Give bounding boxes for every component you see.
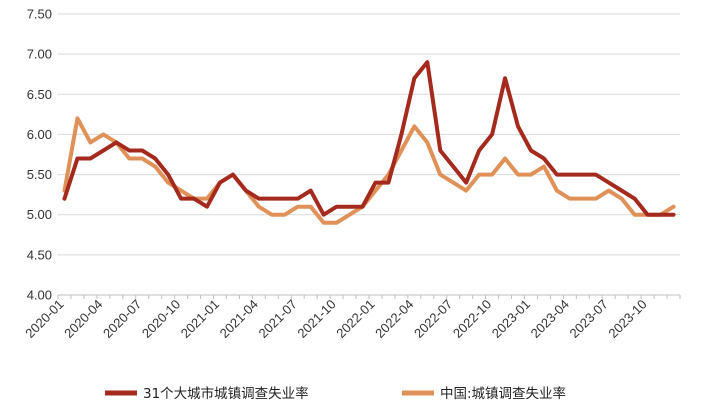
x-tick-label: 2022-07 (411, 297, 455, 341)
x-tick-label: 2023-04 (528, 297, 572, 341)
legend-label-1: 31个大城市城镇调查失业率 (143, 385, 309, 402)
x-tick-label: 2021-10 (294, 297, 338, 341)
legend: 31个大城市城镇调查失业率 中国:城镇调查失业率 (105, 385, 566, 402)
y-axis-tick-labels: 4.00 4.50 5.00 5.50 6.00 6.50 7.00 7.50 (27, 7, 52, 303)
x-tick-label: 2021-04 (217, 297, 261, 341)
x-tick-label: 2023-07 (567, 297, 611, 341)
x-tick-label: 2022-04 (372, 297, 416, 341)
y-tick-label: 6.00 (27, 127, 52, 142)
y-tick-label: 5.00 (27, 207, 52, 222)
x-tick-label: 2021-07 (256, 297, 300, 341)
y-tick-label: 7.50 (27, 7, 52, 22)
x-tick-label: 2020-10 (139, 297, 183, 341)
y-tick-label: 5.50 (27, 167, 52, 182)
y-tick-label: 7.00 (27, 47, 52, 62)
series-line-1 (62, 60, 676, 217)
legend-label-2: 中国:城镇调查失业率 (440, 385, 566, 402)
x-tick-label: 2022-01 (333, 297, 377, 341)
x-tick-label: 2022-10 (450, 297, 494, 341)
x-tick-label: 2021-01 (178, 297, 222, 341)
y-tick-label: 4.00 (27, 288, 52, 303)
x-tick-label: 2023-01 (489, 297, 533, 341)
series-lines (62, 60, 676, 225)
x-tick-label: 2020-07 (100, 297, 144, 341)
x-tick-label: 2020-04 (61, 297, 105, 341)
y-tick-label: 4.50 (27, 247, 52, 262)
y-tick-label: 6.50 (27, 87, 52, 102)
gridlines (58, 13, 680, 256)
x-tick-label: 2023-10 (605, 297, 649, 341)
x-axis (57, 294, 681, 299)
x-axis-tick-labels: 2020-012020-042020-072020-102021-012021-… (22, 297, 649, 341)
x-tick-label: 2020-01 (22, 297, 66, 341)
